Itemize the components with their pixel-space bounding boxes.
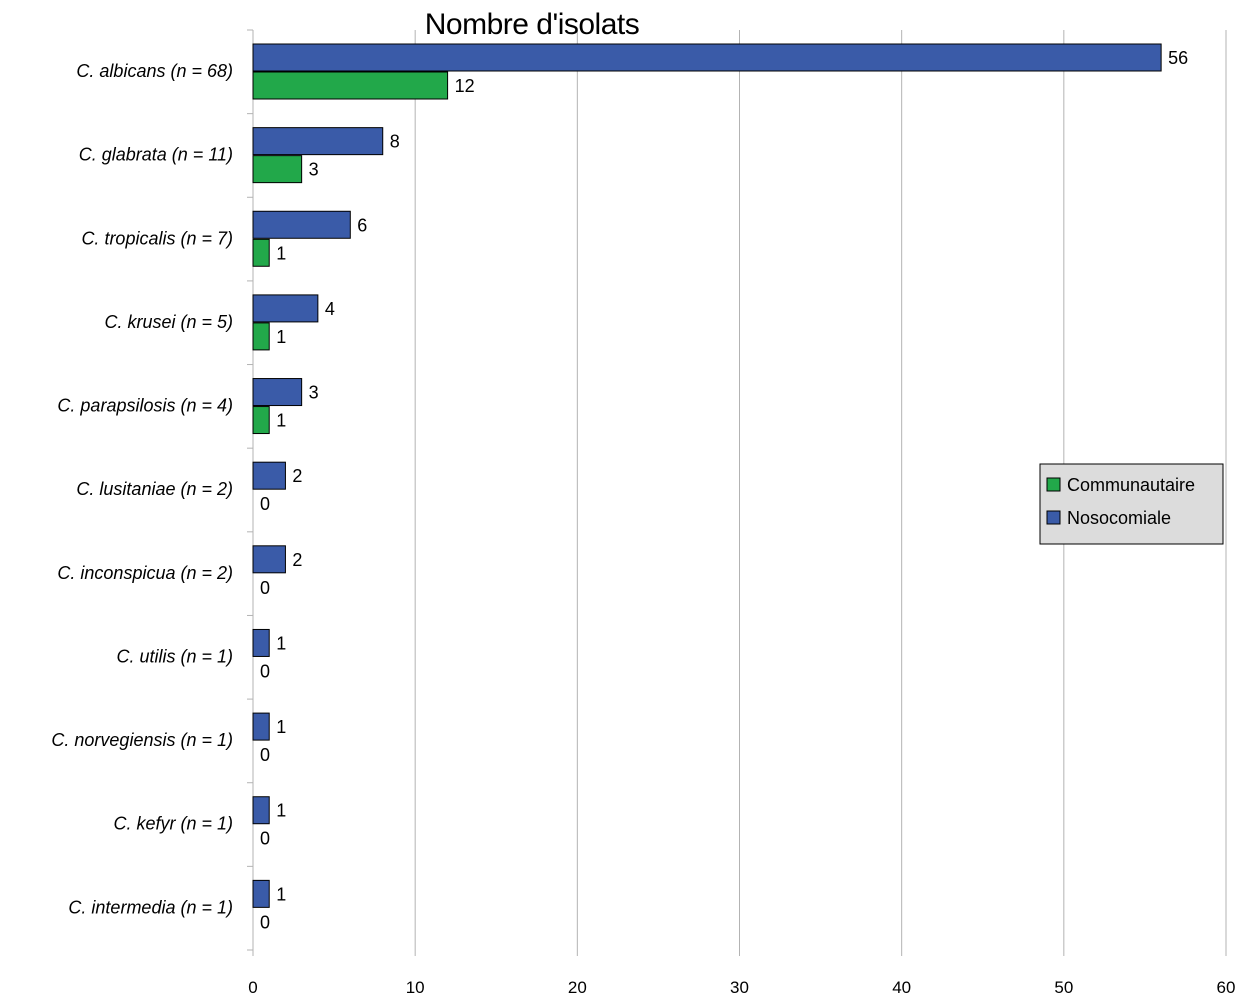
bar-nosocomiale xyxy=(252,628,270,657)
data-label-nosocomiale: 56 xyxy=(1168,48,1188,68)
data-label-nosocomiale: 4 xyxy=(325,299,335,319)
bar-nosocomiale xyxy=(252,712,270,741)
data-label-nosocomiale: 1 xyxy=(276,884,286,904)
data-label-communautaire: 0 xyxy=(260,578,270,598)
bar-nosocomiale xyxy=(252,210,351,239)
data-label-communautaire: 3 xyxy=(309,160,319,180)
category-label: C. glabrata (n = 11) xyxy=(79,145,233,165)
bar-nosocomiale xyxy=(252,796,270,825)
category-label: C. utilis (n = 1) xyxy=(116,646,233,666)
category-label: C. tropicalis (n = 7) xyxy=(81,228,233,248)
bar-nosocomiale xyxy=(252,461,286,490)
category-label: C. kefyr (n = 1) xyxy=(113,814,233,834)
data-label-nosocomiale: 1 xyxy=(276,717,286,737)
bar-nosocomiale xyxy=(252,127,384,156)
x-tick-label: 0 xyxy=(248,978,257,997)
chart-title: Nombre d'isolats xyxy=(425,8,639,41)
data-label-communautaire: 0 xyxy=(260,661,270,681)
bar-nosocomiale xyxy=(252,545,286,574)
data-label-communautaire: 0 xyxy=(260,912,270,932)
category-label: C. lusitaniae (n = 2) xyxy=(76,479,233,499)
data-label-nosocomiale: 2 xyxy=(292,550,302,570)
data-label-communautaire: 12 xyxy=(455,76,475,96)
data-label-communautaire: 1 xyxy=(276,243,286,263)
data-label-nosocomiale: 3 xyxy=(309,383,319,403)
category-label: C. intermedia (n = 1) xyxy=(68,897,233,917)
data-label-communautaire: 0 xyxy=(260,494,270,514)
labels: 0 10 20 30 40 50 60C. albicans (n = 68)5612C. … xyxy=(51,48,1235,997)
legend-entry: Nosocomiale xyxy=(1067,508,1171,528)
data-label-communautaire: 1 xyxy=(276,327,286,347)
category-label: C. norvegiensis (n = 1) xyxy=(51,730,233,750)
legend-swatch xyxy=(1046,510,1061,525)
data-label-communautaire: 0 xyxy=(260,745,270,765)
data-label-nosocomiale: 6 xyxy=(357,215,367,235)
x-tick-label: 40 xyxy=(892,978,911,997)
bar-nosocomiale xyxy=(252,378,303,407)
bar-nosocomiale xyxy=(252,294,319,323)
category-label: C. albicans (n = 68) xyxy=(76,61,233,81)
category-label: C. krusei (n = 5) xyxy=(104,312,233,332)
bar-communautaire xyxy=(252,238,270,267)
data-label-nosocomiale: 1 xyxy=(276,801,286,821)
legend-entry: Communautaire xyxy=(1067,475,1195,495)
data-label-nosocomiale: 2 xyxy=(292,466,302,486)
data-label-communautaire: 0 xyxy=(260,829,270,849)
bars xyxy=(252,43,1162,908)
category-label: C. parapsilosis (n = 4) xyxy=(57,396,233,416)
x-tick-label: 50 xyxy=(1054,978,1073,997)
bar-communautaire xyxy=(252,322,270,351)
bar-communautaire xyxy=(252,406,270,435)
legend-swatch xyxy=(1046,477,1061,492)
data-label-nosocomiale: 8 xyxy=(390,132,400,152)
bar-communautaire xyxy=(252,71,449,100)
data-label-nosocomiale: 1 xyxy=(276,633,286,653)
data-label-communautaire: 1 xyxy=(276,411,286,431)
x-tick-label: 60 xyxy=(1217,978,1236,997)
bar-communautaire xyxy=(252,155,303,184)
category-label: C. inconspicua (n = 2) xyxy=(57,563,233,583)
legend-box xyxy=(1039,463,1224,545)
bar-nosocomiale xyxy=(252,879,270,908)
x-tick-label: 10 xyxy=(406,978,425,997)
bar-nosocomiale xyxy=(252,43,1162,72)
x-tick-label: 30 xyxy=(730,978,749,997)
legend: Communautaire Nosocomiale xyxy=(1039,463,1224,545)
x-tick-label: 20 xyxy=(568,978,587,997)
